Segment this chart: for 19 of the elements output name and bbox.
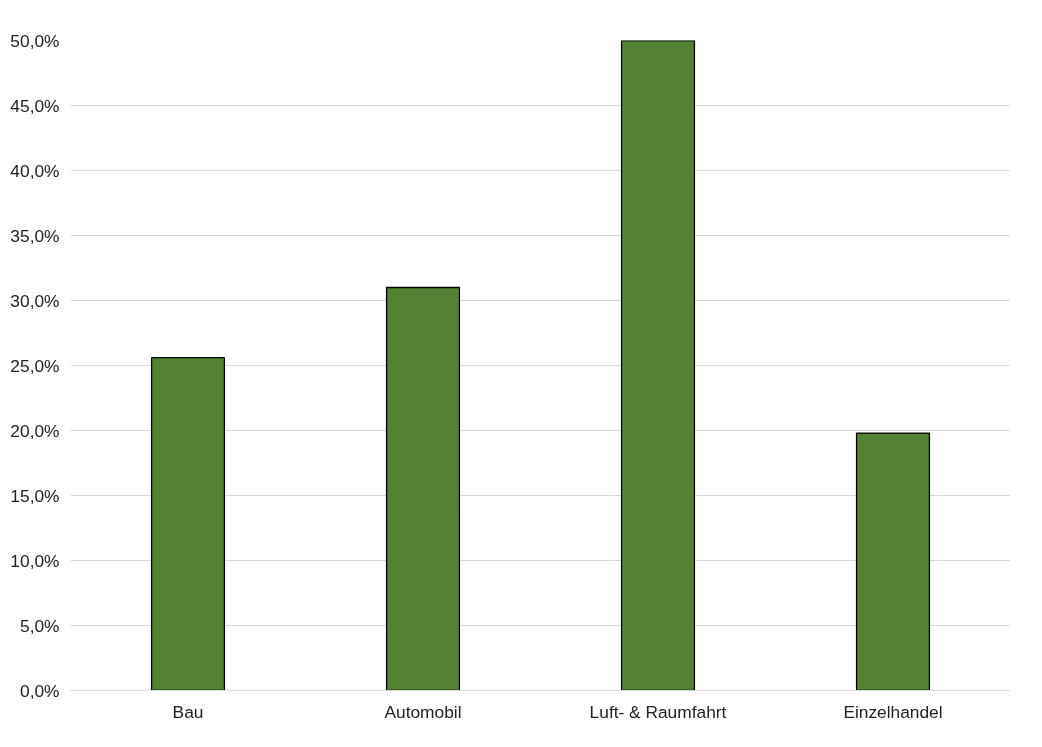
x-tick-label: Automobil xyxy=(384,701,462,722)
x-tick-label: Bau xyxy=(172,701,204,722)
y-tick-label: 50,0% xyxy=(10,30,60,51)
y-tick-label: 35,0% xyxy=(10,225,60,246)
y-tick-label: 10,0% xyxy=(10,550,60,571)
y-tick-label: 15,0% xyxy=(10,485,60,506)
y-tick-label: 0,0% xyxy=(20,680,60,701)
y-tick-label: 25,0% xyxy=(10,355,60,376)
y-tick-label: 5,0% xyxy=(20,615,60,636)
bar xyxy=(620,40,696,691)
bar xyxy=(385,286,461,691)
y-tick-label: 30,0% xyxy=(10,290,60,311)
x-tick-label: Einzelhandel xyxy=(843,701,943,722)
bar xyxy=(150,357,226,691)
bar xyxy=(855,432,931,691)
y-tick-label: 45,0% xyxy=(10,95,60,116)
y-tick-label: 40,0% xyxy=(10,160,60,181)
x-tick-label: Luft- & Raumfahrt xyxy=(589,701,727,722)
y-tick-label: 20,0% xyxy=(10,420,60,441)
